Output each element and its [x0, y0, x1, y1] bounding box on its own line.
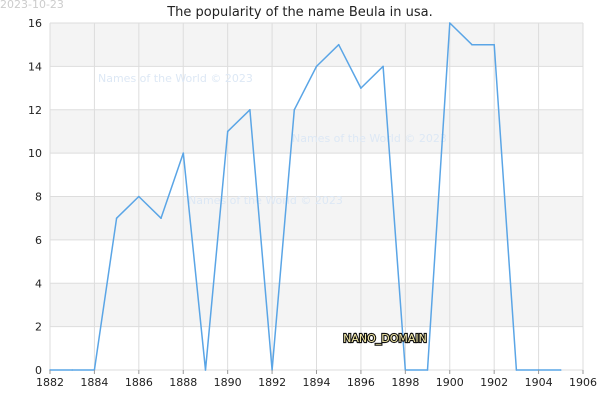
data-point-1901	[471, 43, 473, 46]
data-point-1899	[426, 369, 429, 371]
data-point-1900	[448, 22, 451, 24]
x-tick-label: 1894	[303, 376, 331, 389]
x-tick-label: 1888	[169, 376, 197, 389]
y-axis: 0 2 4 6 8 10 12 14 16	[28, 17, 42, 377]
data-point-1891	[249, 108, 251, 111]
data-point-1905	[559, 369, 562, 371]
x-tick-label: 1902	[480, 376, 508, 389]
chart-title: The popularity of the name Beula in usa.	[166, 5, 433, 20]
y-tick-label: 2	[35, 321, 42, 334]
data-point-1887	[160, 217, 162, 219]
x-tick-label: 1882	[36, 376, 64, 389]
x-axis: 1882 1884 1886 1888 1890 1892 1894 1896 1898 1900…	[36, 370, 597, 389]
data-point-1893	[293, 108, 296, 111]
x-tick-label: 1904	[525, 376, 553, 389]
y-tick-label: 0	[35, 364, 42, 377]
x-tick-label: 1900	[436, 376, 464, 389]
y-tick-label: 6	[35, 234, 42, 247]
watermark-text: Names of the World © 2023	[188, 194, 343, 207]
data-point-1889	[204, 369, 207, 371]
data-point-1895	[337, 43, 340, 46]
y-tick-label: 12	[28, 104, 42, 117]
data-point-1888	[182, 152, 185, 154]
y-tick-label: 10	[28, 147, 42, 160]
x-tick-label: 1896	[347, 376, 375, 389]
grid-lines	[49, 22, 584, 371]
y-tick-label: 14	[28, 60, 42, 73]
data-point-1890	[226, 130, 229, 133]
nano-domain-label: NANO_DOMAIN	[343, 332, 427, 345]
y-tick-label: 4	[35, 277, 42, 290]
data-point-1903	[515, 369, 518, 371]
x-tick-label: 1906	[569, 376, 597, 389]
y-tick-label: 8	[35, 191, 42, 204]
x-tick-label: 1890	[214, 376, 242, 389]
x-tick-label: 1898	[391, 376, 419, 389]
x-tick-label: 1892	[258, 376, 286, 389]
watermark-text: Names of the World © 2023	[292, 132, 447, 145]
data-point-1897	[382, 65, 384, 68]
data-point-1894	[315, 65, 318, 68]
data-point-1896	[360, 87, 362, 89]
y-tick-label: 16	[28, 17, 42, 30]
data-point-1902	[493, 43, 495, 46]
x-tick-label: 1886	[125, 376, 153, 389]
data-point-1883	[71, 369, 74, 371]
data-point-1885	[115, 217, 118, 219]
x-tick-label: 1884	[80, 376, 108, 389]
watermarks: Names of the World © 2023 Names of the Wo…	[98, 72, 447, 207]
watermark-text: Names of the World © 2023	[98, 72, 253, 85]
series-line	[50, 22, 561, 371]
date-stamp: 2023-10-23	[0, 0, 64, 11]
data-point-1886	[138, 195, 140, 198]
